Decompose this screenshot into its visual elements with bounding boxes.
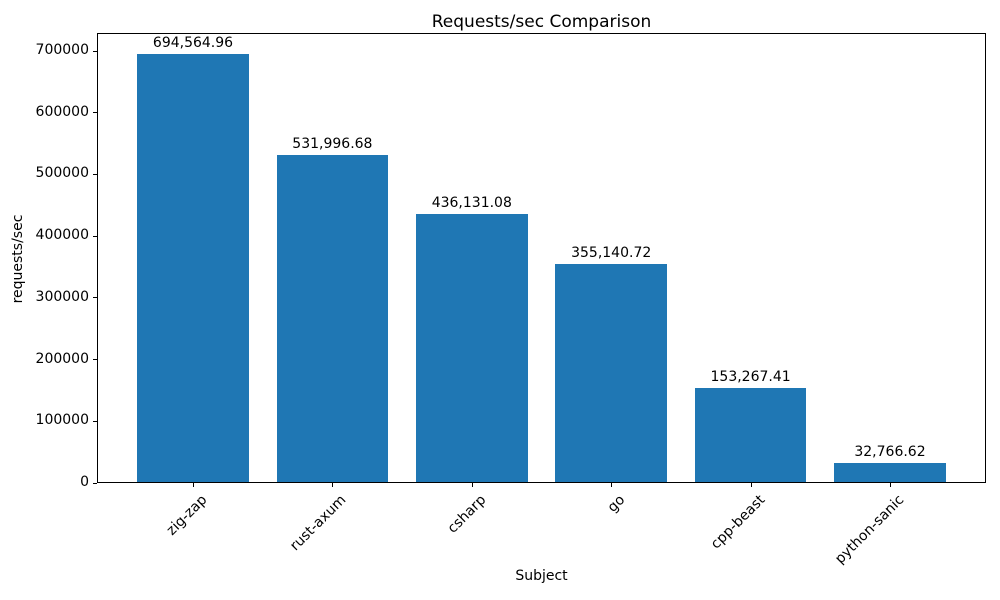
bar-value-label: 694,564.96 [152,35,234,52]
bar-go [555,263,667,482]
y-tick-mark [93,420,97,422]
bar-value-label: 531,996.68 [292,135,373,152]
x-tick-mark [471,483,473,487]
bar-value-label: 153,267.41 [710,369,791,386]
bar-rust-axum [276,154,389,482]
y-tick-mark [93,173,97,175]
x-tick-mark [611,483,613,487]
bar-cpp-beast [694,388,807,482]
y-tick-label: 0 [80,474,89,490]
y-tick-mark [93,112,97,114]
y-tick-mark [93,50,97,52]
y-tick-label: 600000 [35,103,89,120]
x-tick-mark [750,483,752,487]
y-tick-label: 500000 [35,165,89,182]
y-tick-mark [93,359,97,361]
x-tick-mark [332,483,334,487]
y-tick-label: 300000 [35,288,89,305]
bar-python-sanic [834,462,946,482]
x-tick-mark [193,483,194,487]
bar-zig-zap [137,54,249,482]
bar-value-label: 355,140.72 [571,244,652,261]
y-tick-mark [93,235,97,237]
y-tick-label: 100000 [35,412,89,429]
bar-value-label: 436,131.08 [431,194,512,211]
y-tick-label: 400000 [35,227,89,244]
y-tick-label: 200000 [35,350,89,367]
bar-csharp [416,213,528,482]
y-tick-label: 700000 [35,42,89,59]
bar-value-label: 32,766.62 [854,443,926,460]
y-axis-label: requests/sec [10,214,26,304]
x-tick-mark [890,483,891,487]
y-tick-mark [93,297,97,299]
y-tick-mark [93,482,97,484]
x-axis-label: Subject [515,568,568,584]
chart-title: Requests/sec Comparison [431,12,652,32]
